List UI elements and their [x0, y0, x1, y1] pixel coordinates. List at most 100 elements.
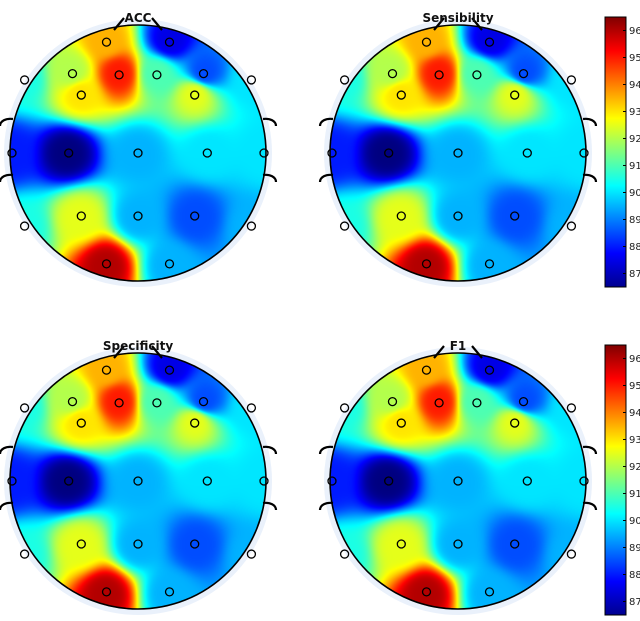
nose-left-stroke: [113, 345, 125, 359]
colorbar: 96 95 94 93 92 91 90 89 88 87: [604, 344, 640, 616]
electrode-marker: [64, 148, 74, 158]
electrode-marker: [510, 418, 520, 428]
left-ear-icon: [0, 501, 14, 511]
left-ear-icon: [0, 117, 14, 127]
nose-right-stroke: [471, 17, 483, 31]
left-ear-icon: [0, 445, 14, 455]
colorbar-tick-label: 90: [629, 516, 640, 527]
electrode-marker: [133, 539, 143, 549]
electrode-marker: [101, 587, 112, 597]
topomap-panel: ACC: [0, 11, 278, 287]
electrode-marker: [484, 587, 495, 597]
colorbar-tick-label: 95: [629, 53, 640, 64]
electrode-marker: [152, 398, 162, 408]
electrode-marker: [246, 549, 257, 559]
electrode-marker: [67, 396, 78, 407]
electrode-marker: [396, 211, 406, 221]
electrode-marker: [259, 148, 269, 158]
head-outline: [329, 24, 587, 282]
head-outline: [9, 352, 267, 610]
electrode-marker: [421, 365, 432, 375]
electrode-marker: [453, 539, 463, 549]
left-ear-icon: [318, 445, 334, 455]
colorbar-tick-label: 93: [629, 107, 640, 118]
colorbar: 96 95 94 93 92 91 90 89 88 87: [604, 16, 640, 288]
electrode-marker: [67, 68, 78, 79]
electrode-marker: [190, 211, 200, 221]
topomap-heatmap: [10, 25, 266, 281]
colorbar-tick-label: 87: [629, 269, 640, 280]
electrode-marker: [76, 90, 86, 100]
electrode-marker: [421, 587, 432, 597]
electrode-marker: [152, 70, 162, 80]
electrode-marker: [198, 68, 209, 79]
electrode-marker: [396, 90, 406, 100]
nose-right-stroke: [471, 345, 483, 359]
left-ear-icon: [0, 173, 14, 183]
topomap-panel: Sensibility: [318, 11, 598, 287]
electrode-marker: [387, 68, 398, 79]
electrode-marker: [579, 476, 589, 486]
panel-title: F1: [450, 339, 467, 353]
electrode-marker: [421, 37, 432, 47]
electrode-marker: [198, 396, 209, 407]
electrode-marker: [339, 221, 350, 231]
nose-right-stroke: [151, 17, 163, 31]
electrode-marker: [133, 148, 143, 158]
electrode-marker: [190, 90, 200, 100]
panel-title: Sensibility: [422, 11, 493, 25]
colorbar-tick-label: 91: [629, 489, 640, 500]
electrode-marker: [522, 148, 532, 158]
left-ear-icon: [318, 173, 334, 183]
colorbar-tick-label: 92: [629, 462, 640, 473]
colorbar-tick-label: 90: [629, 188, 640, 199]
electrode-marker: [396, 418, 406, 428]
right-ear-icon: [262, 445, 278, 455]
electrode-marker: [472, 398, 482, 408]
electrode-marker: [510, 211, 520, 221]
electrode-marker: [453, 211, 463, 221]
electrode-marker: [434, 70, 444, 80]
electrode-marker: [7, 148, 17, 158]
electrode-marker: [434, 398, 444, 408]
electrode-marker: [164, 259, 175, 269]
electrode-marker: [164, 365, 175, 375]
electrode-marker: [259, 476, 269, 486]
colorbar-tick-label: 93: [629, 435, 640, 446]
electrode-marker: [396, 539, 406, 549]
electrode-marker: [114, 70, 124, 80]
electrode-marker: [190, 539, 200, 549]
electrode-marker: [76, 418, 86, 428]
electrode-marker: [101, 259, 112, 269]
colorbar-tick-label: 91: [629, 161, 640, 172]
electrode-marker: [327, 148, 337, 158]
colorbar-tick-label: 94: [629, 80, 640, 91]
colorbar-tick-label: 87: [629, 597, 640, 608]
colorbar-tick-label: 96: [629, 354, 640, 365]
electrode-marker: [114, 398, 124, 408]
electrode-marker: [133, 211, 143, 221]
nose-left-stroke: [433, 345, 445, 359]
electrode-marker: [19, 403, 30, 413]
panel-title: Specificity: [103, 339, 173, 353]
electrode-marker: [246, 403, 257, 413]
electrode-marker: [7, 476, 17, 486]
electrode-marker: [246, 75, 257, 85]
head-outline: [329, 352, 587, 610]
colorbar-tick-label: 96: [629, 26, 640, 37]
topomap-heatmap: [10, 353, 266, 609]
electrode-marker: [164, 587, 175, 597]
nose-left-stroke: [113, 17, 125, 31]
electrode-marker: [518, 396, 529, 407]
topomap-heatmap: [330, 25, 586, 281]
electrode-marker: [19, 75, 30, 85]
electrode-marker: [64, 476, 74, 486]
electrode-marker: [566, 75, 577, 85]
electrode-marker: [566, 549, 577, 559]
electrode-marker: [484, 365, 495, 375]
electrode-marker: [19, 221, 30, 231]
right-ear-icon: [582, 173, 598, 183]
electrode-marker: [101, 37, 112, 47]
electrode-marker: [190, 418, 200, 428]
electrode-marker: [164, 37, 175, 47]
